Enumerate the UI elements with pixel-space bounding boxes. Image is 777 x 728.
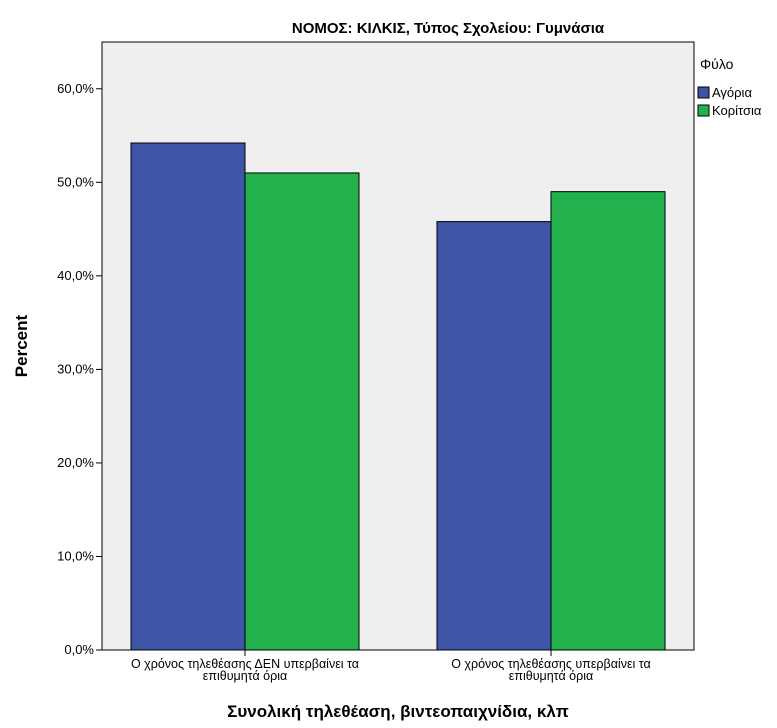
bar-boys — [436, 221, 552, 651]
bar-girls — [244, 172, 360, 651]
y-axis-title: Percent — [12, 314, 31, 377]
legend-swatch — [697, 86, 710, 99]
y-axis: 0,0% 10,0% 20,0% 30,0% 40,0% 50,0% 60,0% — [57, 81, 102, 657]
y-tick-label: 20,0% — [57, 455, 94, 470]
chart-title: ΝΟΜΟΣ: ΚΙΛΚΙΣ, Τύπος Σχολείου: Γυμνάσια — [292, 20, 605, 37]
y-tick-label: 40,0% — [57, 268, 94, 283]
legend-label: Κορίτσια — [712, 103, 762, 118]
bars — [130, 142, 666, 651]
bar-girls — [550, 191, 666, 651]
x-axis: Ο χρόνος τηλεθέασης ΔΕΝ υπερβαίνει ταεπι… — [131, 650, 651, 683]
legend: Φύλο Αγόρια Κορίτσια — [697, 56, 762, 118]
y-tick-label: 50,0% — [57, 174, 94, 189]
x-category-label: επιθυμητά όρια — [203, 669, 287, 683]
x-category-label: Ο χρόνος τηλεθέασης υπερβαίνει τα — [451, 657, 651, 671]
legend-swatch — [697, 104, 710, 117]
x-category-label: Ο χρόνος τηλεθέασης ΔΕΝ υπερβαίνει τα — [131, 657, 359, 671]
x-axis-title: Συνολική τηλεθέαση, βιντεοπαιχνίδια, κλπ — [227, 702, 569, 721]
y-tick-label: 60,0% — [57, 81, 94, 96]
y-tick-label: 0,0% — [64, 642, 94, 657]
legend-title: Φύλο — [700, 56, 734, 72]
x-category-label: επιθυμητά όρια — [509, 669, 593, 683]
bar-boys — [130, 142, 246, 651]
legend-label: Αγόρια — [712, 85, 752, 100]
y-tick-label: 30,0% — [57, 361, 94, 376]
y-tick-label: 10,0% — [57, 548, 94, 563]
